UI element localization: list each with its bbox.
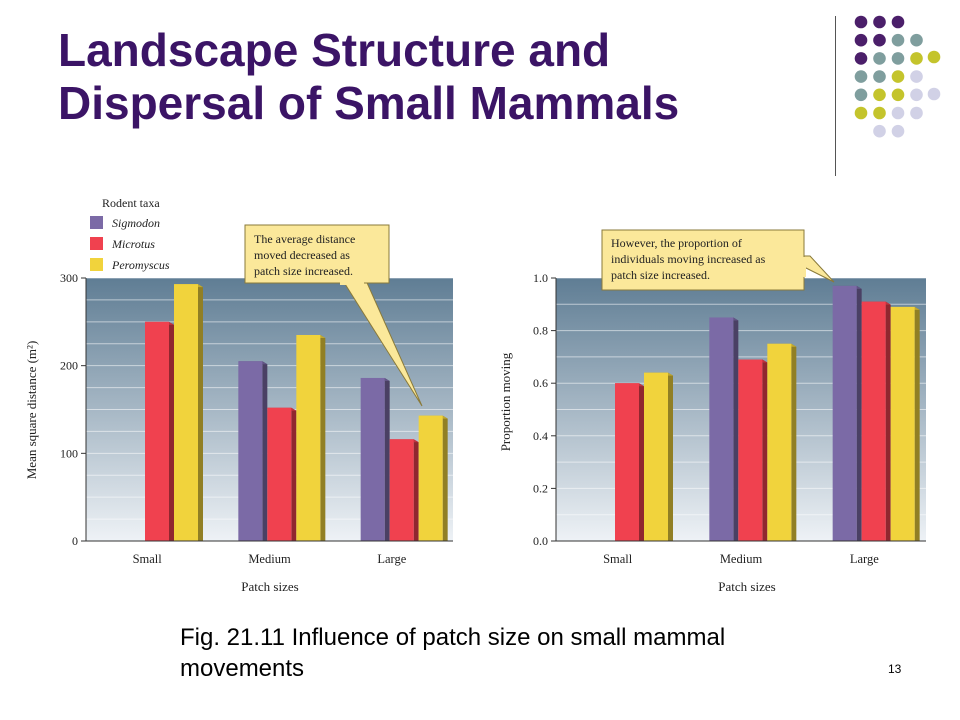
decorative-dot <box>873 33 886 47</box>
x-tick-label: Medium <box>720 552 763 566</box>
decorative-dot <box>873 70 886 83</box>
callout-line-1: However, the proportion of <box>611 236 742 250</box>
bar-peromyscus-medium <box>296 334 326 541</box>
x-tick-label: Small <box>133 552 163 566</box>
decorative-dot <box>910 88 923 102</box>
x-tick-label: Medium <box>248 552 291 566</box>
decorative-dot <box>854 70 868 83</box>
y-tick-label: 0 <box>72 534 78 548</box>
bar-microtus-medium <box>738 359 768 541</box>
bar-peromyscus-medium <box>767 343 797 541</box>
callout-line-2: individuals moving increased as <box>611 252 766 266</box>
decorative-dot <box>873 106 886 120</box>
callout-right: However, the proportion of individuals m… <box>601 229 835 291</box>
decorative-dot <box>891 106 905 120</box>
legend-label-microtus: Microtus <box>111 237 155 251</box>
callout-line-2: moved decreased as <box>254 248 350 262</box>
caption-line-2: movements <box>180 655 305 682</box>
page-number: 13 <box>888 662 902 676</box>
bar-microtus-small <box>615 383 644 541</box>
x-tick-label: Small <box>603 552 633 566</box>
y-axis-label: Proportion moving <box>498 352 513 451</box>
decorative-dot-grid <box>854 15 941 138</box>
callout-line-3: patch size increased. <box>254 264 353 278</box>
decorative-dot <box>854 15 868 29</box>
callout-box <box>244 224 390 284</box>
bar-microtus-large <box>389 439 419 541</box>
figure-caption: Fig. 21.11 Influence of patch size on sm… <box>180 622 820 684</box>
decorative-dot <box>891 52 905 65</box>
bar-sigmodon-medium <box>709 317 739 541</box>
legend-title: Rodent taxa <box>102 196 160 210</box>
bar-sigmodon-large <box>360 377 390 541</box>
chart-proportion-moving: 0.0 0.2 0.4 0.6 0.8 1.0 Small Medium Large Patc… <box>492 180 942 605</box>
bar-microtus-small <box>145 321 174 541</box>
bar-peromyscus-small <box>644 372 673 541</box>
legend-swatch-microtus <box>90 237 103 250</box>
decorative-dot <box>910 70 923 83</box>
decorative-dot <box>873 52 886 65</box>
decorative-dot <box>873 124 886 138</box>
decorative-dot <box>873 15 886 29</box>
chart-mean-square-distance: 0 100 200 300 Small Medium Large Patch sizes … <box>18 180 478 605</box>
bar-sigmodon-large <box>832 285 862 541</box>
x-tick-label: Large <box>850 552 879 566</box>
title-line-2: Dispersal of Small Mammals <box>58 77 680 129</box>
x-axis-label: Patch sizes <box>241 579 298 594</box>
bar-peromyscus-large <box>418 415 448 541</box>
y-tick-label: 200 <box>60 359 78 373</box>
decorative-dot <box>891 15 905 29</box>
legend-swatch-peromyscus <box>90 258 103 271</box>
bar-microtus-large <box>861 301 891 541</box>
decorative-dot <box>854 33 868 47</box>
legend-label-peromyscus: Peromyscus <box>111 258 170 272</box>
y-tick-label: 300 <box>60 271 78 285</box>
y-tick-label: 1.0 <box>533 271 548 285</box>
decorative-dot <box>854 88 868 102</box>
decorative-dot <box>854 106 868 120</box>
legend: Rodent taxa Sigmodon Microtus Peromyscus <box>90 196 170 272</box>
decorative-dot <box>910 106 923 120</box>
slide-title: Landscape Structure and Dispersal of Sma… <box>58 24 818 130</box>
y-tick-label: 100 <box>60 446 78 460</box>
callout-line-3: patch size increased. <box>611 268 710 282</box>
caption-line-1: Fig. 21.11 Influence of patch size on sm… <box>180 624 726 651</box>
bar-microtus-medium <box>267 407 297 541</box>
title-line-1: Landscape Structure and <box>58 24 611 76</box>
bar-sigmodon-medium <box>238 361 268 541</box>
decorative-dot <box>910 52 923 65</box>
bar-peromyscus-small <box>174 284 203 541</box>
chart-2-svg: 0.0 0.2 0.4 0.6 0.8 1.0 Small Medium Large Patc… <box>498 229 926 594</box>
y-tick-label: 0.0 <box>533 534 548 548</box>
callout-line-1: The average distance <box>254 232 355 246</box>
y-tick-label: 0.8 <box>533 324 548 338</box>
decorative-dot <box>891 33 905 47</box>
y-tick-label: 0.2 <box>533 481 548 495</box>
decorative-dot <box>927 50 941 64</box>
y-tick-label: 0.4 <box>533 429 548 443</box>
x-tick-label: Large <box>377 552 406 566</box>
y-axis-label: Mean square distance (m²) <box>24 341 39 480</box>
decorative-dot <box>854 52 868 65</box>
legend-label-sigmodon: Sigmodon <box>112 216 160 230</box>
legend-swatch-sigmodon <box>90 216 103 229</box>
decorative-dot <box>873 88 886 102</box>
callout-box <box>601 229 805 291</box>
divider-line <box>835 16 836 176</box>
decorative-dot <box>891 88 905 102</box>
decorative-dot <box>891 70 905 83</box>
decorative-dot <box>927 87 941 101</box>
x-axis-label: Patch sizes <box>718 579 775 594</box>
bar-peromyscus-large <box>890 306 920 541</box>
decorative-dot <box>891 124 905 138</box>
callout-left: The average distance moved decreased as … <box>244 224 423 407</box>
decorative-dot <box>910 33 923 47</box>
y-tick-label: 0.6 <box>533 376 548 390</box>
